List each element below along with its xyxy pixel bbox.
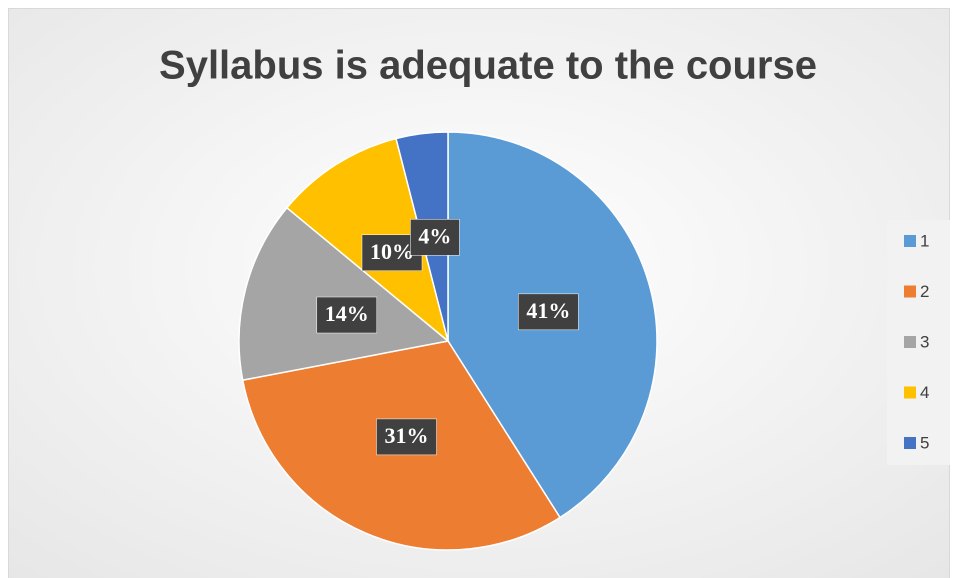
data-label: 31% xyxy=(384,423,428,448)
legend-label: 3 xyxy=(920,332,929,351)
legend-swatch xyxy=(904,336,916,348)
legend-swatch xyxy=(904,386,916,399)
legend-swatch xyxy=(904,437,916,449)
data-label-box xyxy=(410,219,460,256)
data-label-box xyxy=(316,296,378,334)
data-label: 4% xyxy=(418,223,451,248)
legend-label: 2 xyxy=(920,282,929,301)
data-label: 14% xyxy=(325,301,369,326)
legend-label: 1 xyxy=(920,231,929,250)
data-label: 10% xyxy=(370,239,414,264)
legend-swatch xyxy=(904,285,916,298)
data-label-box xyxy=(376,418,437,456)
legend-swatch xyxy=(904,235,916,247)
legend-label: 5 xyxy=(920,433,929,452)
pie-slice xyxy=(238,206,450,382)
chart-title: Syllabus is adequate to the course xyxy=(159,44,817,88)
legend-label: 4 xyxy=(920,383,929,402)
data-label-box xyxy=(518,293,579,331)
data-label: 41% xyxy=(526,298,570,323)
legend-box xyxy=(887,220,950,465)
